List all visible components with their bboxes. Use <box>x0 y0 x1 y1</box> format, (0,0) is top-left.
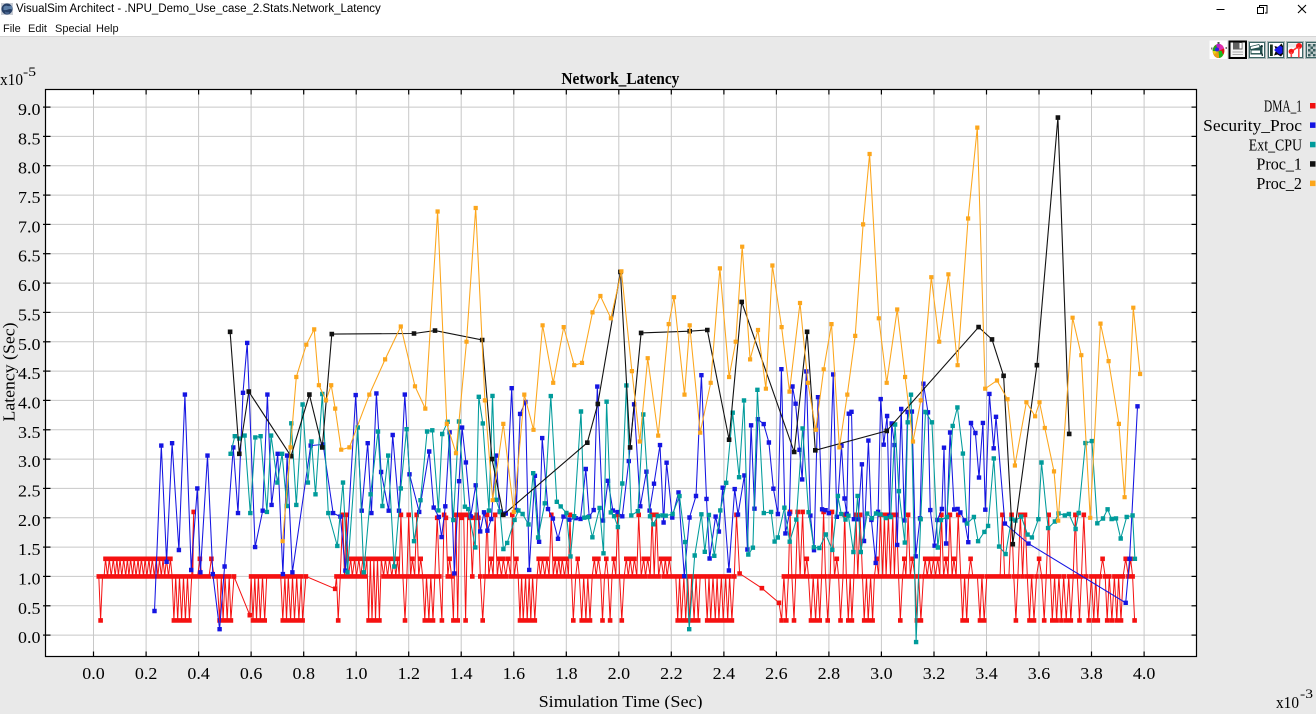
svg-text:1.6: 1.6 <box>503 664 526 683</box>
svg-text:0.0: 0.0 <box>18 628 41 647</box>
svg-text:2.0: 2.0 <box>608 664 631 683</box>
svg-text:Network_Latency: Network_Latency <box>561 69 680 88</box>
svg-text:0.8: 0.8 <box>293 664 316 683</box>
svg-text:2.5: 2.5 <box>18 481 41 500</box>
svg-text:Proc_1: Proc_1 <box>1256 155 1302 174</box>
svg-text:0.4: 0.4 <box>187 664 210 683</box>
svg-text:7.0: 7.0 <box>18 217 41 236</box>
svg-text:4.0: 4.0 <box>18 393 41 412</box>
svg-text:3.4: 3.4 <box>975 664 998 683</box>
svg-text:5.5: 5.5 <box>18 305 41 324</box>
svg-text:0.5: 0.5 <box>18 599 41 618</box>
svg-text:Simulation Time (Sec): Simulation Time (Sec) <box>539 692 703 709</box>
svg-text:3.5: 3.5 <box>18 423 41 442</box>
svg-text:0.6: 0.6 <box>240 664 263 683</box>
svg-text:6.0: 6.0 <box>18 276 41 295</box>
svg-text:2.2: 2.2 <box>660 664 683 683</box>
svg-text:1.2: 1.2 <box>398 664 421 683</box>
svg-text:-3: -3 <box>1300 687 1313 701</box>
svg-text:3.0: 3.0 <box>18 452 41 471</box>
svg-text:2.4: 2.4 <box>713 664 736 683</box>
svg-text:3.8: 3.8 <box>1080 664 1103 683</box>
svg-text:8.0: 8.0 <box>18 159 41 178</box>
svg-text:0.0: 0.0 <box>82 664 105 683</box>
svg-text:1.0: 1.0 <box>18 569 41 588</box>
svg-text:3.0: 3.0 <box>870 664 893 683</box>
svg-text:6.5: 6.5 <box>18 247 41 266</box>
svg-text:7.5: 7.5 <box>18 188 41 207</box>
svg-text:1.0: 1.0 <box>345 664 368 683</box>
svg-text:3.6: 3.6 <box>1028 664 1051 683</box>
svg-text:2.0: 2.0 <box>18 511 41 530</box>
svg-text:8.5: 8.5 <box>18 129 41 148</box>
svg-text:1.4: 1.4 <box>450 664 473 683</box>
svg-text:Proc_2: Proc_2 <box>1256 174 1302 193</box>
svg-text:3.2: 3.2 <box>923 664 946 683</box>
svg-text:Security_Proc: Security_Proc <box>1203 116 1302 135</box>
svg-text:Latency (Sec): Latency (Sec) <box>0 323 19 422</box>
svg-text:DMA_1: DMA_1 <box>1264 97 1302 116</box>
svg-text:x10: x10 <box>1276 693 1299 709</box>
svg-text:9.0: 9.0 <box>18 100 41 119</box>
svg-text:4.0: 4.0 <box>1133 664 1156 683</box>
svg-text:5.0: 5.0 <box>18 335 41 354</box>
svg-text:x10: x10 <box>0 70 23 89</box>
svg-text:2.8: 2.8 <box>818 664 841 683</box>
svg-text:4.5: 4.5 <box>18 364 41 383</box>
svg-text:2.6: 2.6 <box>765 664 788 683</box>
svg-text:Ext_CPU: Ext_CPU <box>1249 135 1302 154</box>
svg-text:1.5: 1.5 <box>18 540 41 559</box>
svg-text:0.2: 0.2 <box>135 664 158 683</box>
svg-text:1.8: 1.8 <box>555 664 578 683</box>
svg-text:-5: -5 <box>23 65 36 79</box>
